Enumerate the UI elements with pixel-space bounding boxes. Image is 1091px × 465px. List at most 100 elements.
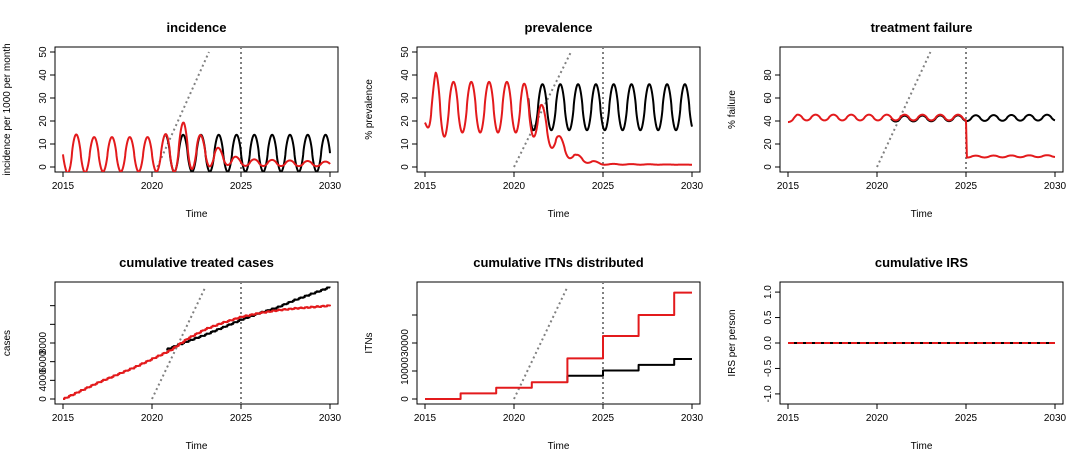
dotted-trend-line <box>513 286 569 400</box>
dotted-trend-line <box>156 51 210 168</box>
y-tick-label: 40 <box>38 69 49 81</box>
y-tick-label: 0 <box>400 396 411 402</box>
y-tick-label: 10000 <box>400 357 411 385</box>
x-axis-label: Time <box>186 441 208 452</box>
y-tick-label: 20 <box>400 115 411 127</box>
panel-1: incidence Time incidence per 1000 per mont… <box>2 20 342 220</box>
y-tick-label: 50 <box>38 46 49 58</box>
x-tick-label: 2020 <box>141 413 164 424</box>
y-tick-label: 30 <box>400 92 411 104</box>
x-tick-label: 2020 <box>141 181 164 192</box>
y-axis-label: ITNs <box>364 332 375 353</box>
plot-frame <box>54 46 339 173</box>
x-tick-label: 2025 <box>955 413 978 424</box>
x-tick-label: 2025 <box>230 181 253 192</box>
series-line-intervention <box>424 71 693 166</box>
panel-title: cumulative treated cases <box>119 255 274 270</box>
x-axis-label: Time <box>911 441 933 452</box>
x-tick-label: 2015 <box>414 413 437 424</box>
y-tick-label: 0 <box>763 164 774 170</box>
x-tick-label: 2025 <box>592 413 615 424</box>
y-tick-label: 80 <box>763 69 774 81</box>
y-tick-label: 40 <box>763 115 774 127</box>
series-line-baseline <box>527 83 693 132</box>
panel-4: cumulative treated cases Time cases 2015 202… <box>2 255 342 452</box>
panel-lines <box>787 47 1056 172</box>
y-tick-label: 6000 <box>38 350 49 373</box>
x-tick-label: 2030 <box>319 181 342 192</box>
x-axis-label: Time <box>186 209 208 220</box>
x-tick-label: 2030 <box>319 413 342 424</box>
y-axis-label: IRS per person <box>727 309 738 376</box>
panel-title: cumulative ITNs distributed <box>473 255 644 270</box>
x-tick-label: 2020 <box>866 413 889 424</box>
x-tick-label: 2015 <box>52 181 75 192</box>
x-tick-label: 2020 <box>503 181 526 192</box>
y-tick-label: 0 <box>38 164 49 170</box>
x-tick-label: 2025 <box>592 181 615 192</box>
panel-lines <box>424 47 693 172</box>
y-axis-label: incidence per 1000 per month <box>2 43 13 175</box>
y-tick-label: 8000 <box>38 331 49 354</box>
y-tick-label: -1.0 <box>763 385 774 403</box>
y-tick-label: 10 <box>38 138 49 150</box>
x-tick-label: 2030 <box>681 413 704 424</box>
plot-frame <box>416 281 701 405</box>
y-tick-label: 0.5 <box>763 310 774 324</box>
series-line-intervention <box>787 113 1056 159</box>
dotted-trend-line <box>513 51 572 168</box>
dotted-trend-line <box>151 286 207 400</box>
series-line-intervention <box>62 121 331 172</box>
y-tick-label: 30 <box>38 92 49 104</box>
y-tick-label: 1.0 <box>763 285 774 299</box>
y-axis-label: cases <box>2 330 13 356</box>
plot-frame <box>779 46 1064 173</box>
x-tick-label: 2020 <box>503 413 526 424</box>
x-tick-label: 2030 <box>681 181 704 192</box>
x-tick-label: 2015 <box>414 181 437 192</box>
series-line-baseline <box>566 357 692 383</box>
panel-6: cumulative IRS Time IRS per person 2015 2020… <box>727 255 1067 452</box>
panel-title: cumulative IRS <box>875 255 969 270</box>
y-tick-label: 60 <box>763 92 774 104</box>
x-tick-label: 2025 <box>955 181 978 192</box>
y-tick-label: -0.5 <box>763 359 774 377</box>
y-tick-label: 20 <box>38 115 49 127</box>
panel-lines <box>62 47 331 172</box>
x-tick-label: 2015 <box>52 413 75 424</box>
x-axis-label: Time <box>911 209 933 220</box>
y-tick-label: 30000 <box>400 329 411 357</box>
y-tick-label: 50 <box>400 46 411 58</box>
y-axis-label: % failure <box>727 90 738 129</box>
panel-lines <box>63 282 331 404</box>
x-tick-label: 2025 <box>230 413 253 424</box>
x-tick-label: 2030 <box>1044 181 1067 192</box>
y-tick-label: 10 <box>400 138 411 150</box>
dotted-trend-line <box>876 51 932 168</box>
x-tick-label: 2020 <box>866 181 889 192</box>
panel-title: prevalence <box>525 20 593 35</box>
x-tick-label: 2015 <box>777 413 800 424</box>
series-line-baseline <box>166 286 331 351</box>
y-axis-label: % prevalence <box>364 79 375 140</box>
y-tick-label: 0.0 <box>763 336 774 350</box>
x-tick-label: 2030 <box>1044 413 1067 424</box>
x-tick-label: 2015 <box>777 181 800 192</box>
panel-2: prevalence Time % prevalence 2015 2020 2025 20… <box>364 20 704 220</box>
panel-title: incidence <box>167 20 227 35</box>
y-tick-label: 4000 <box>38 369 49 392</box>
panel-5: cumulative ITNs distributed Time ITNs 2015 2… <box>364 255 704 452</box>
panel-lines <box>425 282 692 404</box>
y-tick-label: 0 <box>400 164 411 170</box>
series-line-intervention <box>425 291 692 400</box>
x-axis-label: Time <box>548 441 570 452</box>
series-line-intervention <box>63 304 331 400</box>
y-tick-label: 20 <box>763 138 774 150</box>
plot-frame <box>416 46 701 173</box>
x-axis-label: Time <box>548 209 570 220</box>
y-tick-label: 40 <box>400 69 411 81</box>
panel-title: treatment failure <box>871 20 973 35</box>
